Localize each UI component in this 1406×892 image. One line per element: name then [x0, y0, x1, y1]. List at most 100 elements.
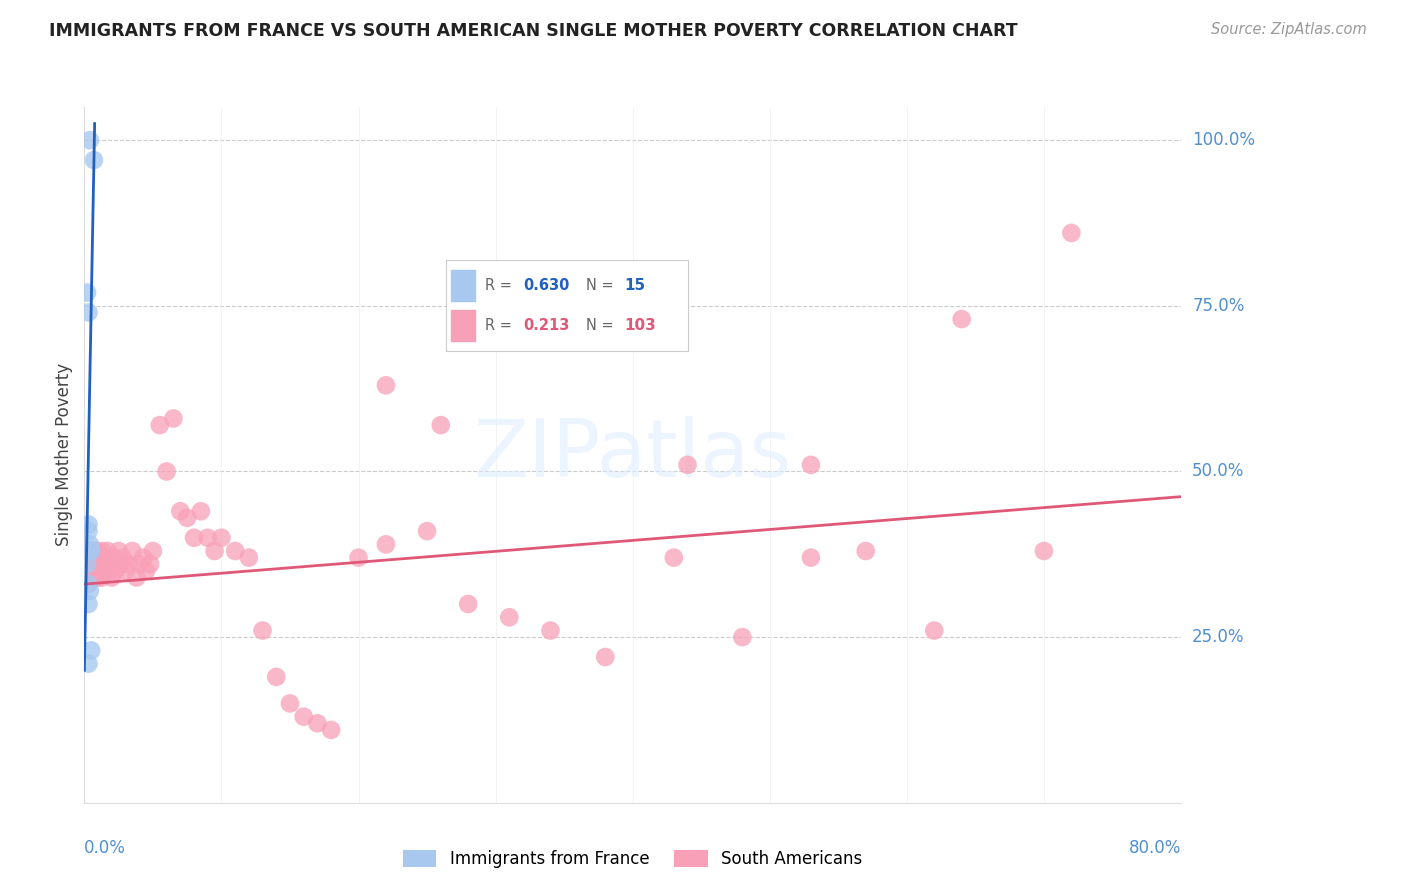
Point	[83, 153, 105, 167]
Point	[132, 550, 155, 565]
Point	[662, 550, 685, 565]
Point	[121, 544, 143, 558]
Point	[107, 544, 129, 558]
Point	[83, 564, 105, 578]
Point	[211, 531, 233, 545]
Point	[375, 537, 398, 551]
Point	[91, 570, 114, 584]
Point	[111, 550, 134, 565]
Point	[1060, 226, 1083, 240]
Point	[176, 511, 198, 525]
Point	[89, 558, 111, 572]
Point	[77, 564, 100, 578]
Point	[79, 544, 101, 558]
Text: 103: 103	[624, 318, 657, 333]
Point	[430, 418, 453, 433]
Point	[93, 558, 115, 572]
Point	[114, 564, 136, 578]
Point	[169, 504, 191, 518]
Point	[76, 544, 98, 558]
Point	[84, 558, 107, 572]
Bar	[451, 270, 475, 301]
Point	[224, 544, 246, 558]
Point	[76, 564, 98, 578]
Point	[86, 544, 108, 558]
Text: 0.0%: 0.0%	[84, 839, 127, 857]
Bar	[451, 310, 475, 341]
Text: 75.0%: 75.0%	[1192, 297, 1244, 315]
Point	[924, 624, 946, 638]
Point	[595, 650, 617, 665]
Point	[197, 531, 219, 545]
Point	[101, 550, 124, 565]
Point	[80, 570, 103, 584]
Point	[103, 558, 125, 572]
Point	[1033, 544, 1056, 558]
Point	[97, 544, 120, 558]
Point	[86, 558, 108, 572]
Legend: Immigrants from France, South Americans: Immigrants from France, South Americans	[396, 843, 869, 875]
Text: 100.0%: 100.0%	[1192, 131, 1256, 149]
Point	[855, 544, 877, 558]
Text: 25.0%: 25.0%	[1192, 628, 1244, 646]
Point	[79, 583, 101, 598]
Point	[731, 630, 754, 644]
Text: R =: R =	[485, 318, 512, 333]
Point	[76, 577, 98, 591]
Point	[77, 570, 100, 584]
Point	[238, 550, 260, 565]
Point	[104, 564, 127, 578]
Point	[77, 550, 100, 565]
Point	[80, 544, 103, 558]
Point	[80, 564, 103, 578]
Point	[79, 550, 101, 565]
Point	[96, 558, 118, 572]
Text: 15: 15	[624, 278, 645, 293]
Point	[90, 550, 112, 565]
Point	[89, 550, 111, 565]
Text: 0.213: 0.213	[523, 318, 569, 333]
Point	[540, 624, 562, 638]
Point	[800, 458, 823, 472]
Point	[87, 558, 110, 572]
Point	[266, 670, 288, 684]
Text: N =: N =	[586, 278, 614, 293]
Point	[82, 570, 104, 584]
Point	[252, 624, 274, 638]
Point	[117, 558, 139, 572]
Point	[91, 544, 114, 558]
Point	[76, 570, 98, 584]
Point	[75, 558, 97, 572]
Point	[77, 517, 100, 532]
Point	[125, 570, 148, 584]
Point	[347, 550, 370, 565]
Text: ZIPatlas: ZIPatlas	[474, 416, 792, 494]
Point	[80, 544, 103, 558]
Point	[98, 564, 121, 578]
Point	[77, 577, 100, 591]
Point	[76, 285, 98, 300]
Point	[75, 544, 97, 558]
Point	[183, 531, 205, 545]
Point	[108, 558, 131, 572]
Point	[101, 570, 124, 584]
Point	[139, 558, 162, 572]
Point	[77, 657, 100, 671]
Point	[79, 544, 101, 558]
Point	[87, 570, 110, 584]
Point	[82, 558, 104, 572]
Point	[128, 558, 150, 572]
Point	[77, 558, 100, 572]
Text: 0.630: 0.630	[523, 278, 569, 293]
Point	[79, 564, 101, 578]
Point	[80, 550, 103, 565]
Point	[83, 544, 105, 558]
Point	[83, 558, 105, 572]
Point	[135, 564, 157, 578]
Text: R =: R =	[485, 278, 512, 293]
Point	[94, 564, 117, 578]
Point	[94, 550, 117, 565]
Point	[457, 597, 479, 611]
Point	[800, 550, 823, 565]
Point	[80, 558, 103, 572]
